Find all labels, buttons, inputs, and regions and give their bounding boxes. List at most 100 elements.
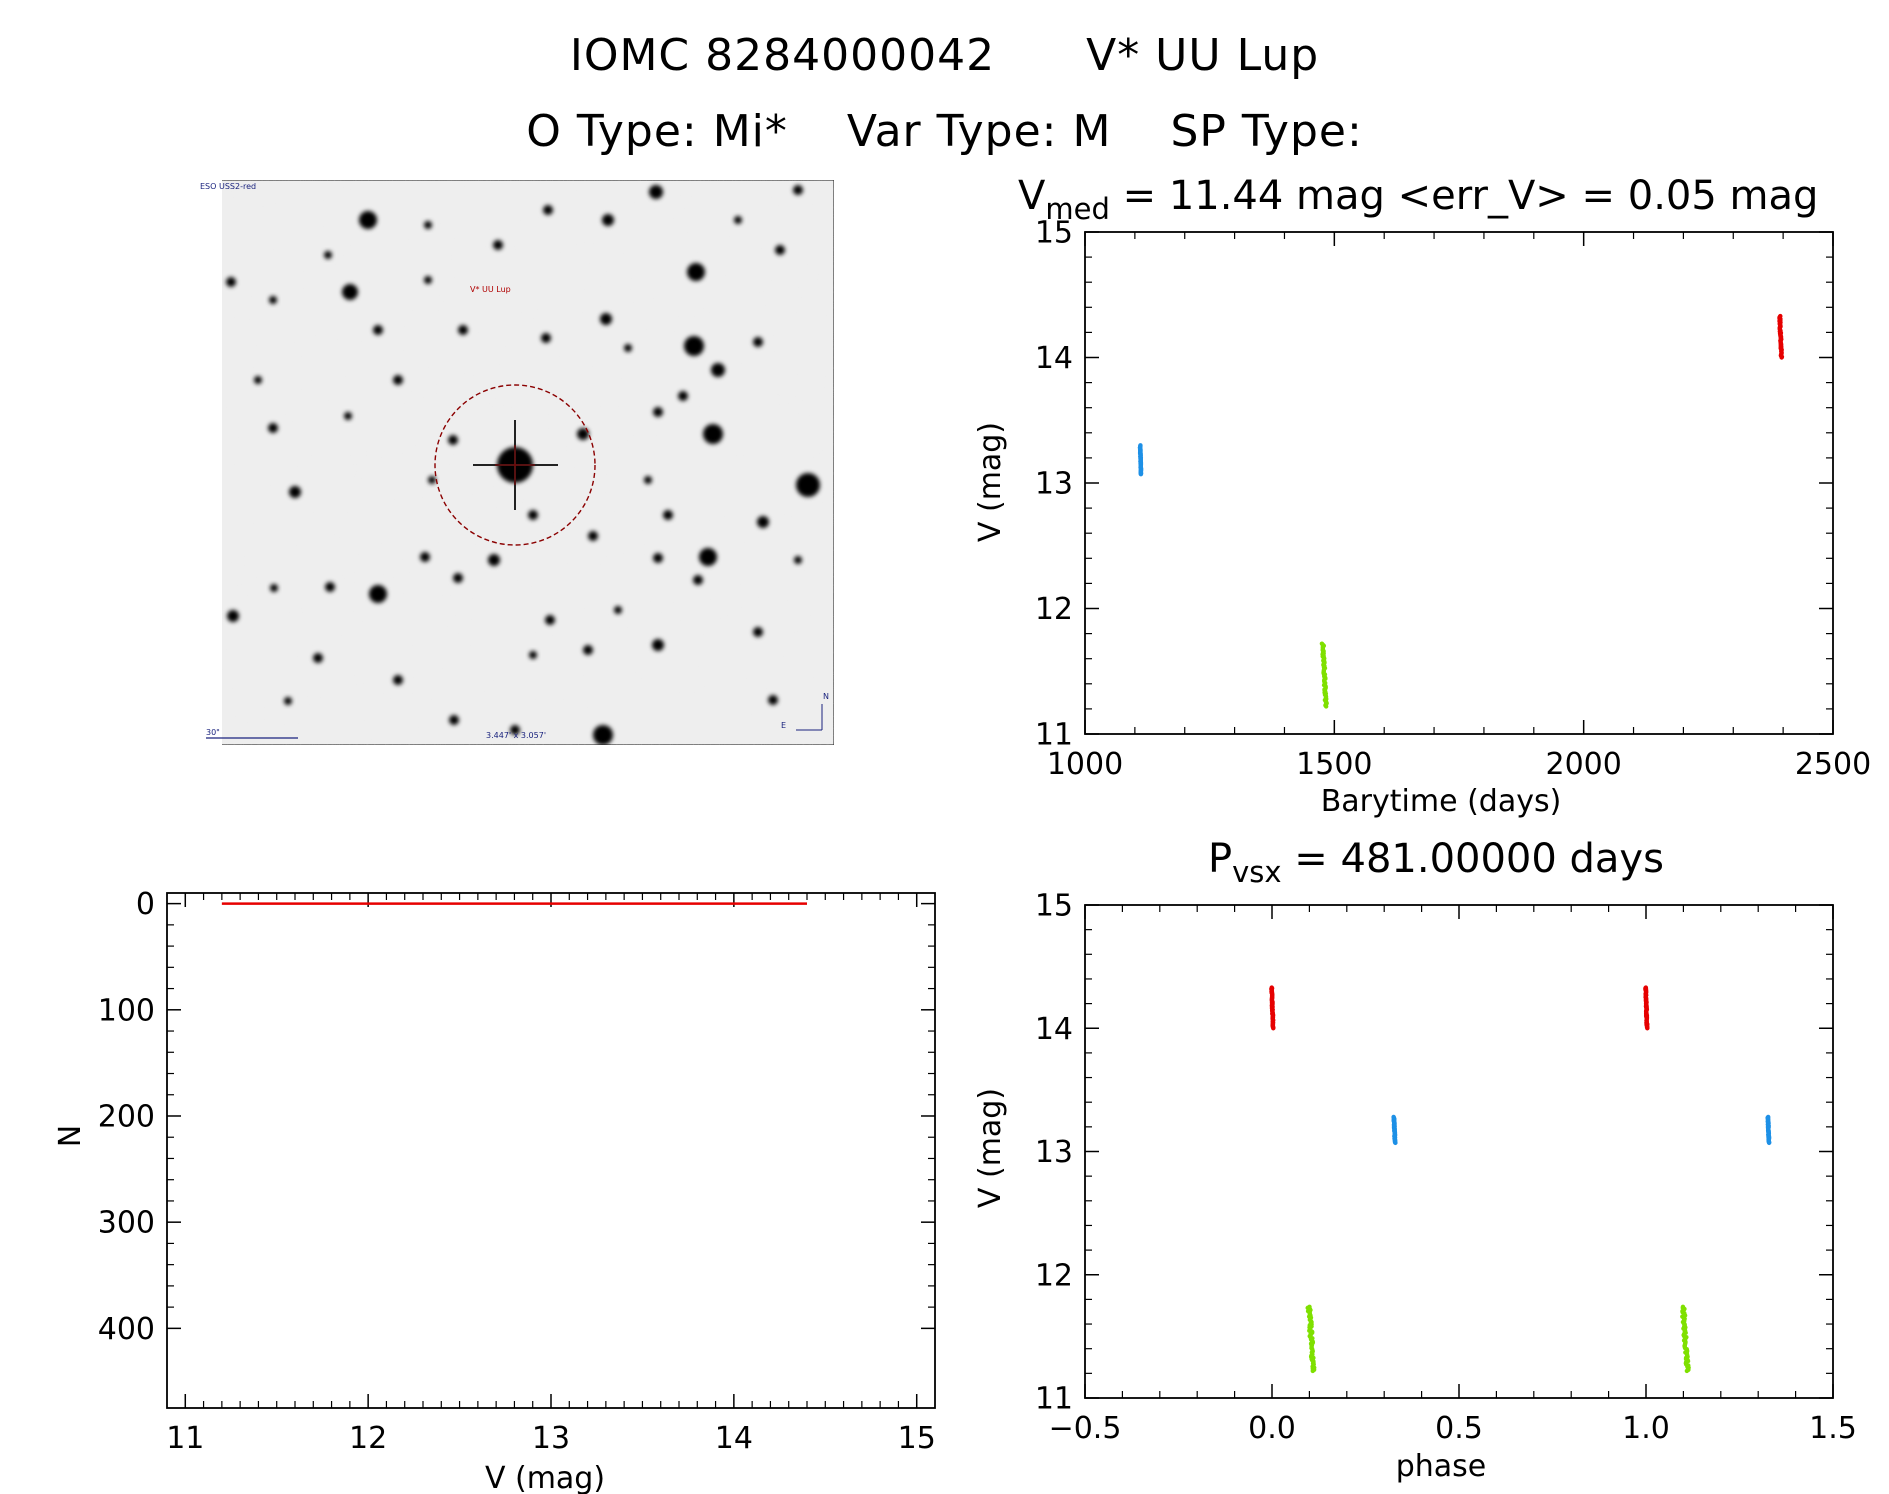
phased-point <box>1270 1001 1275 1006</box>
lightcurve-point <box>1322 679 1327 685</box>
histogram-ytick-label: 400 <box>98 1312 155 1347</box>
phased-point <box>1643 990 1649 995</box>
phased-point <box>1684 1352 1690 1357</box>
phased-point <box>1306 1314 1312 1319</box>
star <box>227 610 239 622</box>
lightcurve-point <box>1138 467 1144 472</box>
star <box>545 615 555 625</box>
phased-point <box>1682 1342 1688 1348</box>
lightcurve-point <box>1138 454 1143 460</box>
star <box>593 725 613 745</box>
phased-point <box>1643 991 1648 996</box>
star <box>653 407 663 417</box>
lightcurve-point <box>1138 468 1143 473</box>
lightcurve-point <box>1138 461 1144 467</box>
lightcurve-title-sub: med <box>1045 192 1110 226</box>
phased-point <box>1392 1120 1397 1125</box>
star <box>653 553 663 563</box>
phased-point <box>1643 994 1649 999</box>
phased-point <box>1643 990 1649 996</box>
phased-point <box>1392 1131 1398 1137</box>
phased-point <box>1392 1127 1397 1133</box>
lightcurve-point <box>1778 332 1783 338</box>
star <box>711 363 725 377</box>
phased-point <box>1392 1137 1398 1143</box>
lightcurve-point <box>1779 355 1784 360</box>
phased-point <box>1391 1115 1396 1120</box>
phased-point <box>1643 999 1649 1004</box>
phased-point <box>1682 1306 1687 1312</box>
star <box>284 697 292 705</box>
phased-point <box>1269 998 1275 1003</box>
lightcurve-ytick-label: 14 <box>1035 341 1073 376</box>
lightcurve-point <box>1777 329 1783 334</box>
phased-point <box>1644 1013 1650 1019</box>
phased-point <box>1392 1127 1397 1132</box>
star <box>649 185 663 199</box>
phased-point <box>1766 1135 1771 1141</box>
star <box>342 284 358 300</box>
lightcurve-point <box>1778 336 1784 341</box>
phased-point <box>1308 1307 1313 1313</box>
phased-point <box>1686 1367 1691 1372</box>
phased-point <box>1392 1136 1397 1141</box>
phased-point <box>1643 1012 1649 1018</box>
phased-point <box>1643 1009 1649 1014</box>
star <box>624 344 632 352</box>
lightcurve-point <box>1321 653 1326 658</box>
lightcurve-point <box>1321 670 1326 675</box>
phased-point <box>1683 1355 1689 1361</box>
phased-point <box>1765 1122 1771 1128</box>
star <box>359 211 377 229</box>
phased-point <box>1269 986 1275 991</box>
phased-point <box>1269 989 1274 994</box>
phased-point <box>1392 1138 1398 1143</box>
phased-point <box>1643 989 1649 994</box>
phased-point <box>1270 1009 1275 1014</box>
lightcurve-point <box>1324 696 1329 702</box>
lightcurve-point <box>1779 348 1784 354</box>
lightcurve-point <box>1138 449 1143 454</box>
phased-point <box>1644 992 1649 998</box>
phased-point <box>1683 1339 1688 1344</box>
phased-point <box>1308 1315 1314 1320</box>
target-circle <box>434 384 596 546</box>
phased-point <box>1270 1015 1275 1021</box>
phased-point <box>1684 1346 1689 1352</box>
phased-point <box>1765 1120 1771 1125</box>
phased-point <box>1686 1363 1691 1368</box>
star <box>254 376 262 384</box>
lightcurve-ytick-label: 11 <box>1035 718 1073 753</box>
phased-point <box>1643 995 1648 1000</box>
phased-point <box>1269 1008 1275 1013</box>
lightcurve-point <box>1777 321 1782 327</box>
lightcurve-point <box>1779 346 1784 352</box>
phased-point <box>1308 1318 1314 1324</box>
phased-point <box>1392 1140 1398 1145</box>
phased-point <box>1644 1021 1649 1026</box>
phased-title-sub: vsx <box>1232 855 1281 889</box>
phased-point <box>1766 1124 1771 1129</box>
phased-point <box>1645 1021 1650 1027</box>
scale-label: 30" <box>206 728 220 737</box>
phased-point <box>1766 1135 1772 1140</box>
lightcurve-point <box>1321 671 1326 676</box>
phased-point <box>1682 1327 1688 1332</box>
phased-point <box>1766 1133 1771 1138</box>
phased-point <box>1270 994 1275 999</box>
phased-point <box>1392 1139 1398 1145</box>
star <box>325 582 335 592</box>
lightcurve-point <box>1322 673 1327 678</box>
phased-point <box>1681 1333 1687 1339</box>
phased-point <box>1686 1365 1691 1370</box>
lightcurve-point <box>1138 443 1143 449</box>
phased-point <box>1392 1139 1398 1144</box>
phased-point <box>1643 1011 1649 1016</box>
histogram-ytick-label: 0 <box>136 887 155 922</box>
phased-point <box>1644 1005 1649 1010</box>
phased-point <box>1391 1116 1397 1121</box>
phased-point <box>1766 1138 1771 1143</box>
phased-point <box>1682 1337 1687 1342</box>
object-name: V* UU Lup <box>1086 30 1320 81</box>
lightcurve-point <box>1323 683 1328 689</box>
